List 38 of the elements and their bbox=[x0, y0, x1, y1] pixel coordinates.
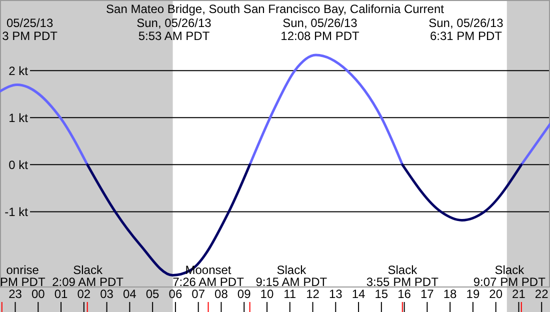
ref-line-label: Slack 9:07 PM PDT bbox=[473, 263, 546, 289]
x-tick-label: 01 bbox=[54, 287, 68, 301]
y-tick-label: -1 kt bbox=[4, 204, 29, 219]
x-tick-label: 18 bbox=[443, 287, 458, 301]
annotation: Sun, 05/26/13 12:08 PM PDT bbox=[280, 16, 360, 43]
x-tick-label: 17 bbox=[420, 287, 434, 301]
x-tick-label: 03 bbox=[100, 287, 114, 301]
x-tick-label: 08 bbox=[214, 287, 228, 301]
x-tick-label: 09 bbox=[237, 287, 252, 301]
x-tick-label: 15 bbox=[374, 287, 388, 301]
y-tick-label: 0 kt bbox=[8, 158, 29, 172]
annotation: Sun, 05/26/13 6:31 PM PDT bbox=[428, 16, 504, 43]
x-tick-label: 11 bbox=[284, 287, 296, 301]
x-tick-label: 12 bbox=[306, 287, 320, 301]
x-tick-label: 20 bbox=[489, 287, 503, 301]
x-tick-label: 21 bbox=[512, 287, 526, 301]
ref-line-label: Slack 3:55 PM PDT bbox=[366, 263, 440, 289]
x-tick-label: 06 bbox=[168, 287, 182, 301]
ref-line-label: onrise PM PDT bbox=[0, 263, 46, 289]
x-tick-label: 05 bbox=[146, 287, 160, 301]
x-tick-label: 23 bbox=[8, 287, 22, 301]
annotation: Sun, 05/26/13 5:53 AM PDT bbox=[136, 16, 212, 43]
ref-line-label: Slack 2:09 AM PDT bbox=[52, 263, 124, 289]
x-tick-label: 16 bbox=[398, 287, 412, 301]
x-tick-label: 14 bbox=[352, 287, 366, 301]
x-tick-label: 19 bbox=[466, 287, 480, 301]
annotation: 05/25/13 3 PM PDT bbox=[2, 16, 58, 43]
x-tick-label: 02 bbox=[77, 287, 91, 301]
y-tick-label: 1 kt bbox=[8, 110, 29, 125]
x-tick-label: 13 bbox=[328, 287, 343, 301]
x-tick-label: 10 bbox=[260, 287, 274, 301]
x-tick-label: 00 bbox=[31, 287, 46, 301]
x-tick-label: 07 bbox=[192, 287, 206, 301]
chart-title: San Mateo Bridge, South San Francisco Bay, California Current bbox=[106, 2, 445, 16]
x-tick-label: 04 bbox=[123, 287, 137, 301]
ref-line-label: Slack 9:15 AM PDT bbox=[256, 263, 328, 289]
y-tick-label: 2 kt bbox=[8, 64, 29, 78]
x-tick-label: 22 bbox=[534, 287, 549, 301]
